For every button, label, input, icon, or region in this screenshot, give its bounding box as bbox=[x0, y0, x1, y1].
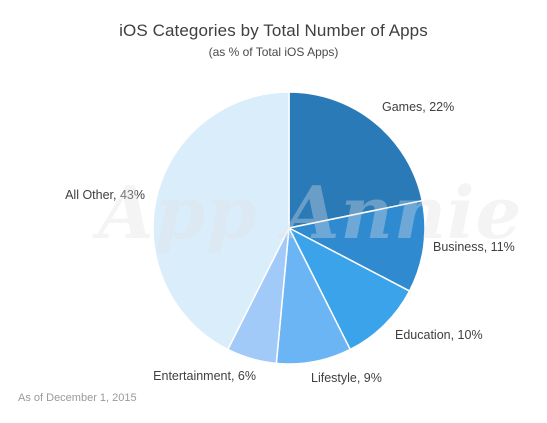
slice-label-games: Games, 22% bbox=[382, 100, 454, 114]
pie-slice-education bbox=[288, 227, 411, 351]
chart-subtitle: (as % of Total iOS Apps) bbox=[208, 45, 339, 59]
pie-slice-games bbox=[288, 91, 423, 229]
pie-labels: Games, 22% Business, 11% Education, 10% Lif… bbox=[65, 100, 515, 385]
chart-title: iOS Categories by Total Number of Apps bbox=[119, 21, 428, 40]
slice-label-all-other: All Other, 43% bbox=[65, 188, 145, 202]
slice-label-entertainment: Entertainment, 6% bbox=[153, 369, 256, 383]
slice-label-lifestyle: Lifestyle, 9% bbox=[311, 371, 382, 385]
pie-slice-all-other bbox=[152, 91, 290, 351]
footnote: As of December 1, 2015 bbox=[18, 392, 137, 404]
pie-slice-business bbox=[288, 199, 426, 292]
pie-slices bbox=[152, 91, 426, 365]
slice-label-business: Business, 11% bbox=[433, 240, 515, 254]
slice-label-education: Education, 10% bbox=[395, 328, 483, 342]
